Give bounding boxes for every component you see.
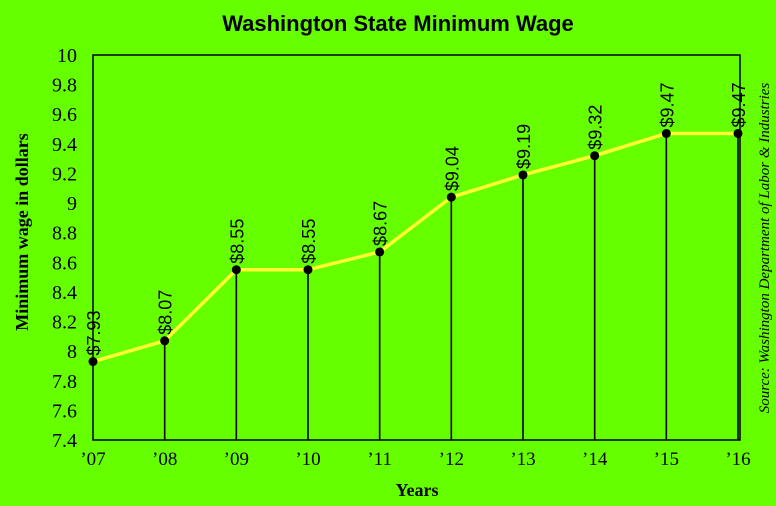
y-tick-label: 10	[57, 45, 77, 67]
data-label: $8.55	[299, 219, 319, 264]
x-tick-label: ’11	[367, 449, 392, 470]
x-tick-label: ’08	[152, 449, 177, 470]
y-tick-label: 9.6	[52, 104, 77, 126]
data-label: $7.93	[84, 310, 104, 355]
data-point	[733, 128, 743, 138]
x-tick-label: ’16	[725, 449, 750, 470]
data-point	[661, 128, 671, 138]
y-tick-label: 8.2	[52, 312, 77, 334]
y-tick-label: 7.4	[52, 430, 77, 452]
x-tick-label: ’12	[439, 449, 464, 470]
x-axis-label: Years	[396, 480, 439, 500]
y-tick-label: 9	[67, 193, 77, 215]
data-point	[231, 265, 241, 275]
y-axis-ticks: 7.4 7.6 7.8 8 8.2 8.4 8.6 8.8 9 9.2 9.4 9.6 9.8 10	[52, 45, 77, 452]
data-point	[446, 192, 456, 202]
data-label: $9.47	[729, 82, 749, 127]
x-tick-label: ’10	[295, 449, 320, 470]
y-tick-label: 8.6	[52, 252, 77, 274]
x-tick-label: ’07	[80, 449, 105, 470]
y-axis-label: Minimum wage in dollars	[12, 133, 32, 331]
source-note: Source: Washington Department of Labor &…	[757, 83, 773, 414]
data-labels: $7.93 $8.07 $8.55 $8.55 $8.67 $9.04 $9.19 $9.32…	[84, 82, 749, 355]
x-tick-label: ’14	[582, 449, 608, 470]
series-line	[92, 131, 738, 364]
chart-title: Washington State Minimum Wage	[222, 11, 574, 36]
y-tick-label: 8.8	[52, 223, 77, 245]
data-point	[375, 247, 385, 257]
data-point	[303, 265, 313, 275]
data-label: $9.47	[657, 82, 677, 127]
y-tick-label: 9.4	[52, 134, 77, 156]
data-label: $8.07	[156, 290, 176, 335]
x-tick-label: ’15	[654, 449, 679, 470]
drop-lines	[163, 133, 739, 440]
data-label: $9.32	[586, 105, 606, 150]
data-label: $8.67	[371, 201, 391, 246]
data-point	[160, 336, 170, 346]
x-axis-ticks: ’07 ’08 ’09 ’10 ’11 ’12 ’13 ’14 ’15 ’16	[80, 449, 750, 470]
data-point	[88, 357, 98, 367]
y-tick-label: 9.2	[52, 163, 77, 185]
y-tick-label: 9.8	[52, 75, 77, 97]
plot-area	[92, 54, 741, 441]
data-label: $9.19	[514, 124, 534, 169]
y-tick-label: 8.4	[52, 282, 77, 304]
series-line-group	[92, 131, 738, 364]
data-point	[590, 151, 600, 161]
x-tick-label: ’13	[510, 449, 535, 470]
data-points	[88, 128, 743, 367]
data-label: $9.04	[442, 146, 462, 191]
y-tick-label: 7.6	[52, 400, 77, 422]
x-tick-label: ’09	[224, 449, 249, 470]
data-point	[518, 170, 528, 180]
data-label: $8.55	[227, 219, 247, 264]
y-tick-label: 8	[67, 341, 77, 363]
y-tick-label: 7.8	[52, 371, 77, 393]
